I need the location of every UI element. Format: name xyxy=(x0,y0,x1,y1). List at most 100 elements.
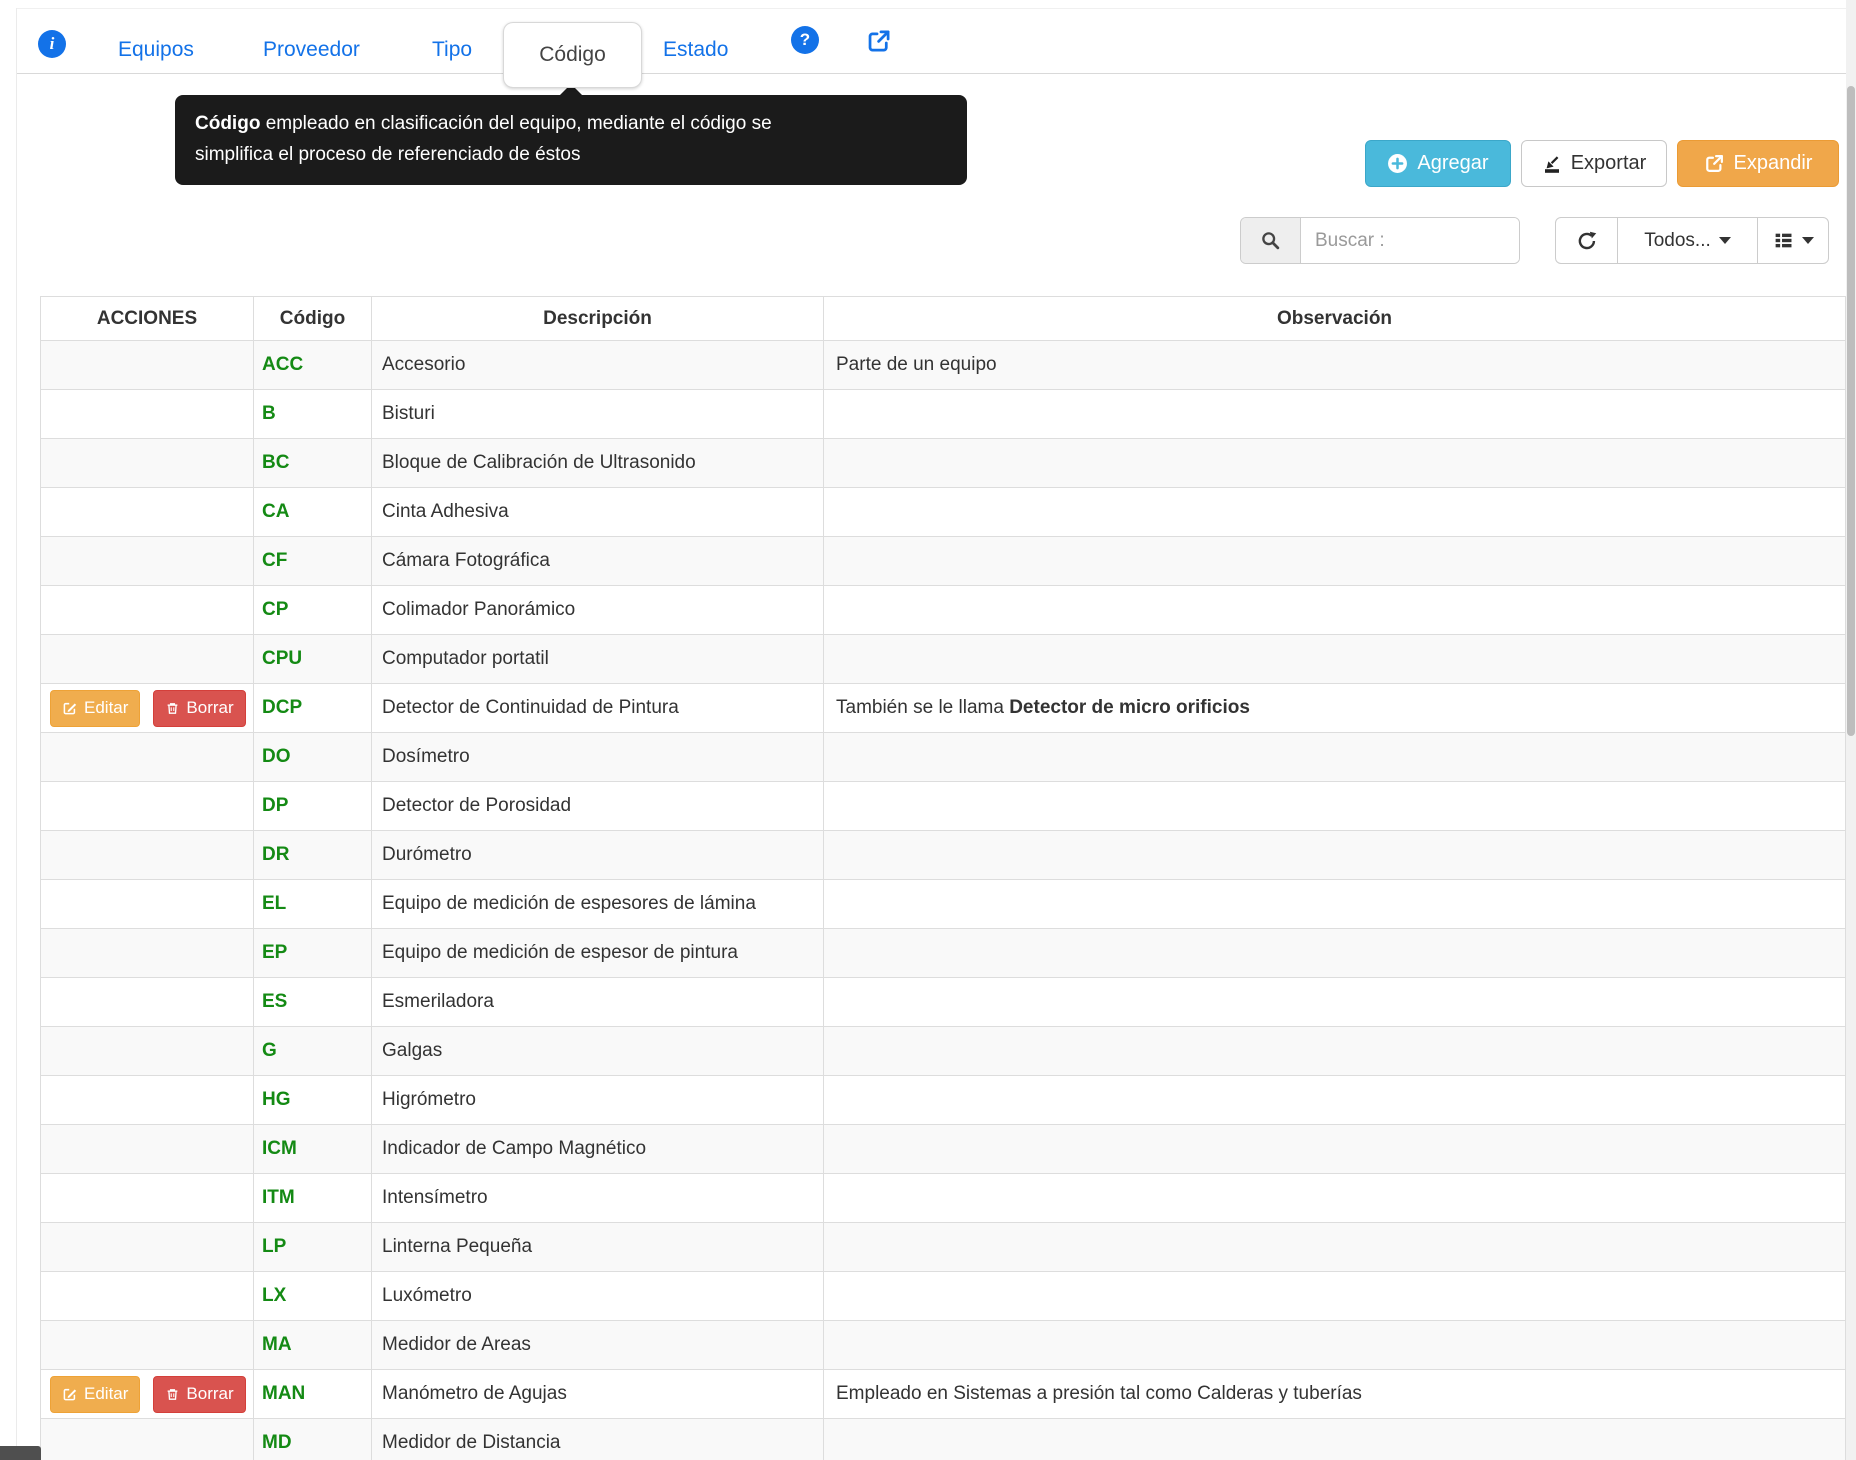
row-code: EL xyxy=(253,879,372,929)
pencil-square-icon xyxy=(62,1386,78,1402)
table-row[interactable]: EP Equipo de medición de espesor de pint… xyxy=(40,928,1846,978)
row-observation xyxy=(823,1075,1846,1125)
row-actions-cell xyxy=(40,585,254,635)
row-actions-cell xyxy=(40,1124,254,1174)
row-observation-text: Empleado en Sistemas a presión tal como … xyxy=(836,1383,1362,1404)
table-row[interactable]: DP Detector de Porosidad xyxy=(40,781,1846,831)
row-description: Detector de Continuidad de Pintura xyxy=(371,683,824,733)
row-description: Dosímetro xyxy=(371,732,824,782)
table-row[interactable]: G Galgas xyxy=(40,1026,1846,1076)
row-actions-cell xyxy=(40,1271,254,1321)
row-observation xyxy=(823,585,1846,635)
table-row[interactable]: Editar Borrar xyxy=(40,1369,1846,1419)
table-row[interactable]: BC Bloque de Calibración de Ultrasonido xyxy=(40,438,1846,488)
tab-estado[interactable]: Estado xyxy=(663,38,729,61)
row-code: G xyxy=(253,1026,372,1076)
table-row[interactable]: CA Cinta Adhesiva xyxy=(40,487,1846,537)
row-actions-cell xyxy=(40,389,254,439)
row-description: Indicador de Campo Magnético xyxy=(371,1124,824,1174)
tooltip-text-line2: simplifica el proceso de referenciado de… xyxy=(195,144,581,165)
row-observation xyxy=(823,879,1846,929)
row-actions-cell xyxy=(40,928,254,978)
scrollbar-thumb[interactable] xyxy=(1847,86,1855,736)
table-row[interactable]: LP Linterna Pequeña xyxy=(40,1222,1846,1272)
row-description: Computador portatil xyxy=(371,634,824,684)
chevron-down-icon xyxy=(1718,237,1731,244)
table-row[interactable]: CPU Computador portatil xyxy=(40,634,1846,684)
table-row[interactable]: MD Medidor de Distancia xyxy=(40,1418,1846,1460)
codes-table: ACCIONES Código Descripción Observación … xyxy=(40,296,1846,1460)
scope-dropdown[interactable]: Todos... xyxy=(1618,218,1758,263)
table-row[interactable]: ITM Intensímetro xyxy=(40,1173,1846,1223)
table-row[interactable]: CP Colimador Panorámico xyxy=(40,585,1846,635)
row-description: Accesorio xyxy=(371,340,824,390)
tab-equipos[interactable]: Equipos xyxy=(118,38,194,61)
row-description: Higrómetro xyxy=(371,1075,824,1125)
table-row[interactable]: MA Medidor de Areas xyxy=(40,1320,1846,1370)
refresh-button[interactable] xyxy=(1556,218,1618,263)
delete-button-label: Borrar xyxy=(186,1384,234,1403)
panel-top-border xyxy=(16,8,1846,9)
table-row[interactable]: HG Higrómetro xyxy=(40,1075,1846,1125)
tab-proveedor[interactable]: Proveedor xyxy=(263,38,360,61)
chevron-down-icon xyxy=(1801,237,1814,244)
row-actions-cell xyxy=(40,1222,254,1272)
edit-button[interactable]: Editar xyxy=(50,689,141,727)
info-icon[interactable]: i xyxy=(38,30,66,58)
add-button[interactable]: Agregar xyxy=(1365,140,1511,187)
search-icon[interactable] xyxy=(1241,218,1301,263)
table-row[interactable]: ACC Accesorio Parte de un equipo xyxy=(40,340,1846,390)
open-external-icon[interactable] xyxy=(866,28,892,54)
row-description: Equipo de medición de espesores de lámin… xyxy=(371,879,824,929)
delete-button[interactable]: Borrar xyxy=(153,689,246,727)
row-actions-cell xyxy=(40,487,254,537)
layout-dropdown[interactable] xyxy=(1758,218,1828,263)
table-row[interactable]: CF Cámara Fotográfica xyxy=(40,536,1846,586)
row-actions-cell xyxy=(40,1320,254,1370)
row-code: DP xyxy=(253,781,372,831)
table-row[interactable]: ES Esmeriladora xyxy=(40,977,1846,1027)
scrollbar-track[interactable] xyxy=(1846,0,1856,1460)
table-row[interactable]: DO Dosímetro xyxy=(40,732,1846,782)
row-code: CP xyxy=(253,585,372,635)
search-input[interactable] xyxy=(1301,218,1519,263)
tab-tipo[interactable]: Tipo xyxy=(432,38,473,61)
row-code: CA xyxy=(253,487,372,537)
expand-button[interactable]: Expandir xyxy=(1677,140,1839,187)
row-actions-cell: Editar Borrar xyxy=(40,683,254,733)
row-description: Linterna Pequeña xyxy=(371,1222,824,1272)
row-description: Durómetro xyxy=(371,830,824,880)
delete-button[interactable]: Borrar xyxy=(153,1375,246,1413)
help-icon[interactable]: ? xyxy=(791,26,819,54)
row-description: Medidor de Distancia xyxy=(371,1418,824,1460)
export-icon xyxy=(1542,154,1562,174)
table-header-row: ACCIONES Código Descripción Observación xyxy=(40,296,1846,341)
header-observacion: Observación xyxy=(823,296,1846,341)
row-observation xyxy=(823,536,1846,586)
row-actions-cell xyxy=(40,879,254,929)
table-row[interactable]: Editar Borrar xyxy=(40,683,1846,733)
table-body: ACC Accesorio Parte de un equipo B Bistu… xyxy=(40,340,1846,1460)
table-row[interactable]: ICM Indicador de Campo Magnético xyxy=(40,1124,1846,1174)
row-actions-cell xyxy=(40,634,254,684)
row-observation xyxy=(823,1418,1846,1460)
table-row[interactable]: B Bisturi xyxy=(40,389,1846,439)
row-observation xyxy=(823,928,1846,978)
export-button[interactable]: Exportar xyxy=(1521,140,1667,187)
row-observation xyxy=(823,438,1846,488)
table-row[interactable]: EL Equipo de medición de espesores de lá… xyxy=(40,879,1846,929)
add-button-label: Agregar xyxy=(1417,152,1489,174)
row-actions-cell xyxy=(40,1075,254,1125)
row-observation xyxy=(823,781,1846,831)
table-row[interactable]: LX Luxómetro xyxy=(40,1271,1846,1321)
tab-codigo-active[interactable]: Código xyxy=(503,22,642,88)
row-description: Cámara Fotográfica xyxy=(371,536,824,586)
list-view-icon xyxy=(1773,230,1794,251)
edit-button[interactable]: Editar xyxy=(50,1375,141,1413)
header-acciones: ACCIONES xyxy=(40,296,254,341)
row-description: Cinta Adhesiva xyxy=(371,487,824,537)
row-description: Esmeriladora xyxy=(371,977,824,1027)
row-code: BC xyxy=(253,438,372,488)
table-row[interactable]: DR Durómetro xyxy=(40,830,1846,880)
